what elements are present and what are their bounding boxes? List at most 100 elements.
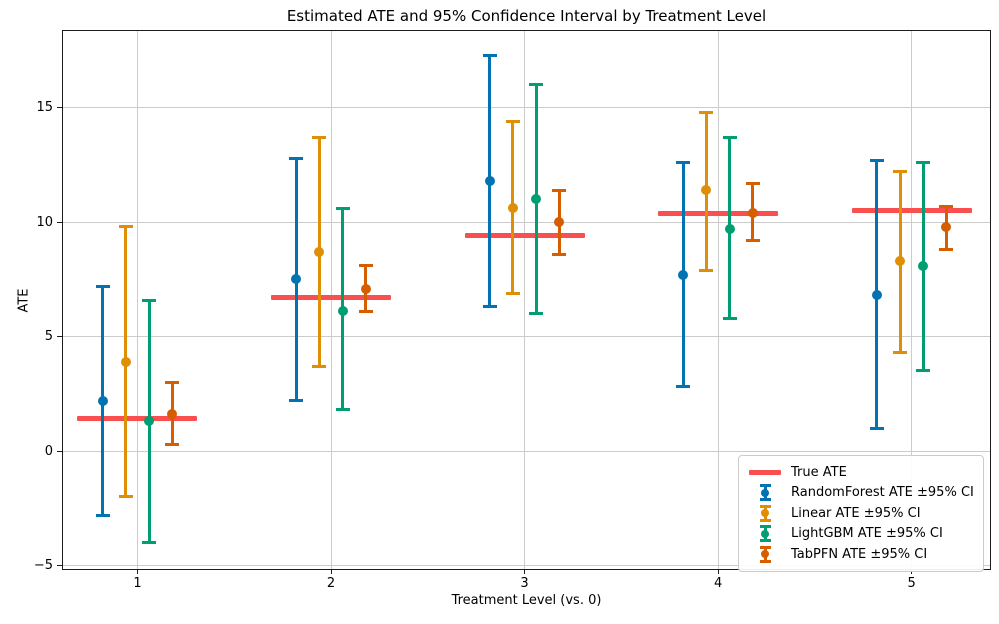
y-tick-label-5: 5 xyxy=(44,329,53,345)
tabpfn-ci-cap-top-level-5 xyxy=(939,204,954,208)
gridline-horizontal-15 xyxy=(62,107,991,109)
legend-label-linear: Linear ATE ±95% CI xyxy=(791,505,921,521)
x-tick-label-4: 4 xyxy=(713,576,723,591)
legend-entry-lightgbm: LightGBM ATE ±95% CI xyxy=(748,524,974,545)
lightgbm-ate-marker-level-3 xyxy=(531,194,542,205)
true-ate-line-level-2 xyxy=(271,295,391,301)
randomforest-legend-marker-icon xyxy=(748,484,782,502)
randomforest-ci-cap-bottom-level-2 xyxy=(289,399,304,403)
tabpfn-ate-marker-level-3 xyxy=(554,217,565,228)
linear-errorbar-glyph-icon xyxy=(758,504,772,522)
linear-ci-cap-top-level-4 xyxy=(699,110,714,114)
true-ate-line-level-4 xyxy=(658,210,779,216)
randomforest-ci-cap-bottom-level-3 xyxy=(482,305,497,309)
lightgbm-glyph-part xyxy=(761,529,769,538)
lightgbm-ci-cap-bottom-level-3 xyxy=(529,312,544,316)
lightgbm-ci-cap-top-level-5 xyxy=(916,161,931,165)
gridline-horizontal-−5 xyxy=(62,564,991,566)
x-tick-label-1: 1 xyxy=(133,576,142,591)
lightgbm-ci-cap-top-level-4 xyxy=(722,136,737,140)
gridline-vertical-4 xyxy=(717,30,719,570)
randomforest-ate-marker-level-1 xyxy=(97,395,108,406)
gridline-horizontal-5 xyxy=(62,336,991,338)
lightgbm-glyph-part xyxy=(759,539,771,543)
tabpfn-ci-cap-bottom-level-2 xyxy=(358,309,373,313)
tabpfn-ate-marker-level-4 xyxy=(747,208,758,219)
x-tick-mark-2 xyxy=(330,570,332,574)
y-tick-mark-5 xyxy=(57,336,62,338)
lightgbm-ate-marker-level-2 xyxy=(337,306,348,317)
linear-legend-marker-icon xyxy=(748,504,782,522)
randomforest-errorbar-glyph-icon xyxy=(758,484,772,502)
randomforest-ci-cap-top-level-5 xyxy=(869,158,884,162)
randomforest-ci-cap-bottom-level-1 xyxy=(95,513,110,517)
true-ate-line-level-1 xyxy=(77,416,198,422)
x-tick-mark-3 xyxy=(524,570,526,574)
lightgbm-ci-cap-bottom-level-5 xyxy=(916,369,931,373)
legend: True ATE RandomForest ATE ±95% CI Linear A… xyxy=(738,455,984,572)
linear-ate-marker-level-1 xyxy=(120,356,131,367)
randomforest-ate-marker-level-4 xyxy=(678,269,689,280)
randomforest-ci-cap-top-level-2 xyxy=(289,156,304,160)
randomforest-ate-marker-level-3 xyxy=(484,176,495,187)
legend-entry-linear: Linear ATE ±95% CI xyxy=(748,503,974,524)
legend-label-randomforest: RandomForest ATE ±95% CI xyxy=(791,485,974,501)
tabpfn-glyph-part xyxy=(759,559,771,563)
lightgbm-errorbar-glyph-icon xyxy=(758,525,772,543)
randomforest-ate-marker-level-2 xyxy=(291,274,302,285)
y-tick-mark-−5 xyxy=(57,564,62,566)
linear-ate-marker-level-2 xyxy=(314,246,325,257)
tabpfn-ci-cap-top-level-3 xyxy=(552,188,567,192)
tabpfn-ci-cap-bottom-level-4 xyxy=(745,239,760,242)
x-tick-label-3: 3 xyxy=(520,576,529,591)
lightgbm-ci-cap-bottom-level-1 xyxy=(142,541,157,545)
x-tick-mark-4 xyxy=(717,570,719,574)
lightgbm-ate-marker-level-1 xyxy=(144,416,155,427)
randomforest-ci-cap-top-level-4 xyxy=(676,161,691,165)
lightgbm-ate-marker-level-4 xyxy=(724,224,735,235)
lightgbm-legend-marker-icon xyxy=(748,525,782,543)
lightgbm-ci-cap-top-level-2 xyxy=(335,206,350,210)
gridline-horizontal-10 xyxy=(62,221,991,223)
true-ate-legend-marker-icon xyxy=(748,470,782,475)
tabpfn-ci-cap-bottom-level-1 xyxy=(165,442,180,446)
x-axis-label: Treatment Level (vs. 0) xyxy=(451,593,602,608)
linear-ci-cap-bottom-level-5 xyxy=(893,351,908,355)
legend-entry-true-ate: True ATE xyxy=(748,462,974,483)
chart-title: Estimated ATE and 95% Confidence Interva… xyxy=(286,7,767,25)
tabpfn-ci-cap-top-level-1 xyxy=(165,380,180,384)
tabpfn-ci-cap-top-level-2 xyxy=(358,264,373,268)
legend-entry-tabpfn: TabPFN ATE ±95% CI xyxy=(748,544,974,565)
randomforest-glyph-part xyxy=(761,488,769,497)
y-tick-mark-15 xyxy=(57,107,62,109)
tabpfn-errorbar-glyph-icon xyxy=(758,545,772,563)
tabpfn-ate-marker-level-1 xyxy=(167,409,178,420)
x-tick-label-5: 5 xyxy=(907,576,916,591)
true-ate-line-level-5 xyxy=(851,208,972,214)
tabpfn-ci-cap-bottom-level-5 xyxy=(939,248,954,252)
randomforest-ci-cap-bottom-level-4 xyxy=(676,385,691,389)
x-tick-mark-5 xyxy=(911,570,913,574)
randomforest-ate-marker-level-5 xyxy=(871,290,882,301)
tabpfn-legend-marker-icon xyxy=(748,545,782,563)
randomforest-ci-cap-bottom-level-5 xyxy=(869,426,884,430)
lightgbm-ci-cap-top-level-3 xyxy=(529,83,544,87)
lightgbm-ci-cap-bottom-level-2 xyxy=(335,408,350,412)
legend-entry-randomforest: RandomForest ATE ±95% CI xyxy=(748,483,974,504)
linear-ci-cap-top-level-1 xyxy=(118,225,133,229)
gridline-vertical-5 xyxy=(911,30,913,570)
tabpfn-ate-marker-level-2 xyxy=(360,283,371,294)
linear-ate-marker-level-3 xyxy=(507,203,518,214)
gridline-horizontal-0 xyxy=(62,450,991,452)
tabpfn-ci-cap-top-level-4 xyxy=(745,181,760,185)
linear-ci-cap-top-level-3 xyxy=(505,120,520,124)
randomforest-ci-cap-top-level-1 xyxy=(95,284,110,288)
linear-glyph-part xyxy=(761,509,769,518)
linear-ci-cap-bottom-level-3 xyxy=(505,291,520,295)
linear-ci-cap-bottom-level-2 xyxy=(312,364,327,368)
y-tick-label-−5: −5 xyxy=(33,557,53,573)
legend-label-lightgbm: LightGBM ATE ±95% CI xyxy=(791,526,943,542)
legend-label-tabpfn: TabPFN ATE ±95% CI xyxy=(791,546,928,562)
true-ate-line-swatch xyxy=(749,470,781,475)
legend-label-true-ate: True ATE xyxy=(791,464,847,480)
